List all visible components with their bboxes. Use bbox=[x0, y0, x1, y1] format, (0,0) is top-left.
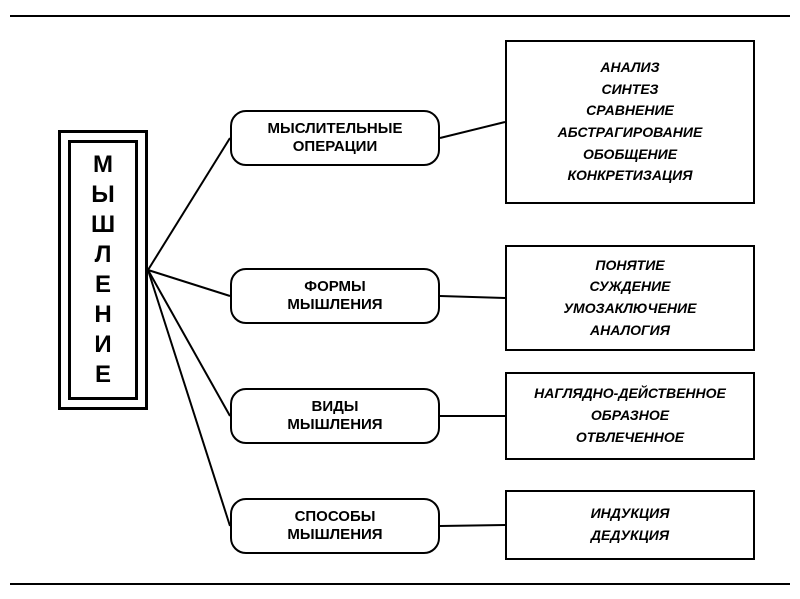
category-node-kinds: ВИДЫ МЫШЛЕНИЯ bbox=[230, 388, 440, 444]
root-node-inner: М Ы Ш Л Е Н И Е bbox=[68, 140, 138, 400]
category-label-line2: МЫШЛЕНИЯ bbox=[287, 296, 382, 314]
list-item: УМОЗАКЛЮЧЕНИЕ bbox=[564, 298, 697, 320]
category-node-operations: МЫСЛИТЕЛЬНЫЕ ОПЕРАЦИИ bbox=[230, 110, 440, 166]
items-box-operations: АНАЛИЗ СИНТЕЗ СРАВНЕНИЕ АБСТРАГИРОВАНИЕ … bbox=[505, 40, 755, 204]
category-node-ways: СПОСОБЫ МЫШЛЕНИЯ bbox=[230, 498, 440, 554]
category-label-line2: МЫШЛЕНИЯ bbox=[287, 526, 382, 544]
category-label-line2: ОПЕРАЦИИ bbox=[293, 138, 378, 156]
root-node: М Ы Ш Л Е Н И Е bbox=[58, 130, 148, 410]
root-letter: Ш bbox=[91, 213, 115, 237]
list-item: АНАЛОГИЯ bbox=[590, 320, 670, 342]
list-item: НАГЛЯДНО-ДЕЙСТВЕННОЕ bbox=[534, 383, 726, 405]
root-letter: Е bbox=[95, 363, 111, 387]
diagram-canvas: М Ы Ш Л Е Н И Е МЫСЛИТЕЛЬНЫЕ ОПЕРАЦИИ ФО… bbox=[0, 0, 800, 599]
list-item: ОБРАЗНОЕ bbox=[591, 405, 669, 427]
items-box-forms: ПОНЯТИЕ СУЖДЕНИЕ УМОЗАКЛЮЧЕНИЕ АНАЛОГИЯ bbox=[505, 245, 755, 351]
list-item: ОБОБЩЕНИЕ bbox=[583, 144, 677, 166]
root-letter: Ы bbox=[91, 183, 115, 207]
category-label-line1: СПОСОБЫ bbox=[295, 508, 376, 526]
list-item: ПОНЯТИЕ bbox=[595, 255, 664, 277]
list-item: КОНКРЕТИЗАЦИЯ bbox=[568, 165, 693, 187]
list-item: АБСТРАГИРОВАНИЕ bbox=[558, 122, 703, 144]
list-item: СРАВНЕНИЕ bbox=[586, 100, 674, 122]
category-label-line2: МЫШЛЕНИЯ bbox=[287, 416, 382, 434]
list-item: ИНДУКЦИЯ bbox=[591, 503, 670, 525]
list-item: ДЕДУКЦИЯ bbox=[591, 525, 669, 547]
root-letter: М bbox=[93, 153, 113, 177]
root-letter: Н bbox=[94, 303, 111, 327]
list-item: СИНТЕЗ bbox=[602, 79, 659, 101]
top-border-rule bbox=[10, 15, 790, 17]
list-item: ОТВЛЕЧЕННОЕ bbox=[576, 427, 684, 449]
root-letter: Е bbox=[95, 273, 111, 297]
root-letter: Л bbox=[95, 243, 112, 267]
category-label-line1: ФОРМЫ bbox=[304, 278, 365, 296]
category-node-forms: ФОРМЫ МЫШЛЕНИЯ bbox=[230, 268, 440, 324]
list-item: СУЖДЕНИЕ bbox=[589, 276, 670, 298]
list-item: АНАЛИЗ bbox=[600, 57, 659, 79]
bottom-border-rule bbox=[10, 583, 790, 585]
root-letter: И bbox=[94, 333, 111, 357]
category-label-line1: ВИДЫ bbox=[312, 398, 359, 416]
items-box-ways: ИНДУКЦИЯ ДЕДУКЦИЯ bbox=[505, 490, 755, 560]
items-box-kinds: НАГЛЯДНО-ДЕЙСТВЕННОЕ ОБРАЗНОЕ ОТВЛЕЧЕННО… bbox=[505, 372, 755, 460]
category-label-line1: МЫСЛИТЕЛЬНЫЕ bbox=[268, 120, 403, 138]
